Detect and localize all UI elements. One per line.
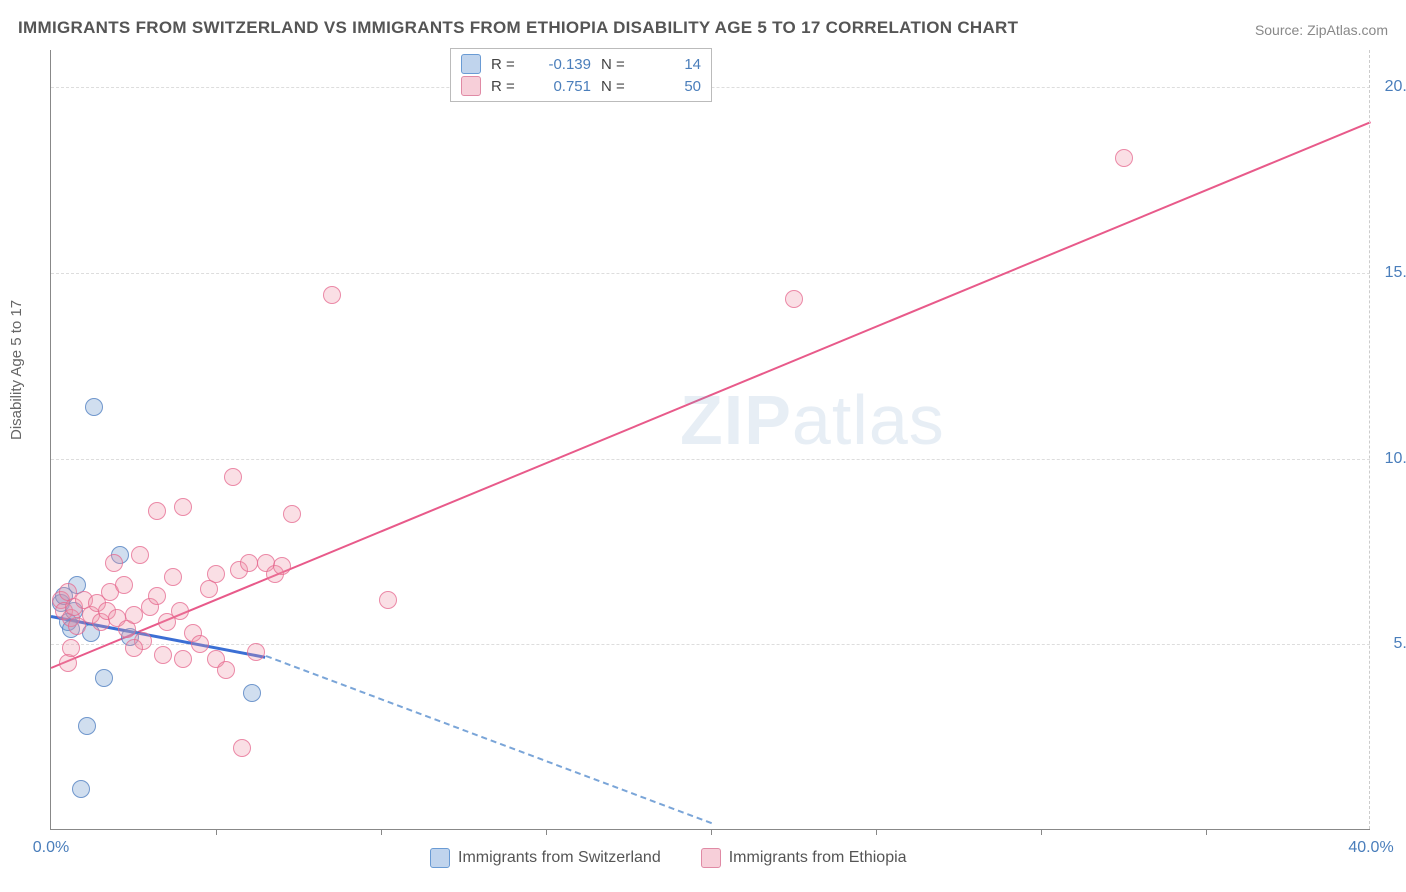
legend-swatch bbox=[430, 848, 450, 868]
data-point bbox=[115, 576, 133, 594]
x-tick-label: 0.0% bbox=[33, 839, 69, 857]
legend-swatch bbox=[701, 848, 721, 868]
data-point bbox=[379, 591, 397, 609]
legend-row: R = -0.139 N = 14 bbox=[461, 53, 701, 75]
x-tick-label: 40.0% bbox=[1348, 839, 1393, 857]
legend-n-label: N = bbox=[601, 56, 631, 73]
legend-label: Immigrants from Switzerland bbox=[458, 849, 661, 867]
legend-item: Immigrants from Switzerland bbox=[430, 848, 661, 868]
x-tick-mark bbox=[546, 829, 547, 835]
x-tick-mark bbox=[381, 829, 382, 835]
trend-line bbox=[265, 655, 711, 824]
x-tick-mark bbox=[216, 829, 217, 835]
legend-n-label: N = bbox=[601, 78, 631, 95]
data-point bbox=[240, 554, 258, 572]
legend-r-value: 0.751 bbox=[531, 78, 591, 95]
x-tick-mark bbox=[711, 829, 712, 835]
data-point bbox=[171, 602, 189, 620]
data-point bbox=[148, 502, 166, 520]
data-point bbox=[191, 635, 209, 653]
series-legend: Immigrants from Switzerland Immigrants fr… bbox=[430, 848, 907, 868]
legend-swatch bbox=[461, 76, 481, 96]
data-point bbox=[85, 398, 103, 416]
data-point bbox=[154, 646, 172, 664]
plot-area: 5.0%10.0%15.0%20.0%0.0%40.0% bbox=[50, 50, 1370, 830]
data-point bbox=[1115, 149, 1133, 167]
data-point bbox=[224, 468, 242, 486]
data-point bbox=[217, 661, 235, 679]
data-point bbox=[78, 717, 96, 735]
legend-row: R = 0.751 N = 50 bbox=[461, 75, 701, 97]
data-point bbox=[273, 557, 291, 575]
data-point bbox=[148, 587, 166, 605]
y-tick-label: 15.0% bbox=[1375, 264, 1406, 282]
y-tick-label: 20.0% bbox=[1375, 78, 1406, 96]
data-point bbox=[95, 669, 113, 687]
data-point bbox=[247, 643, 265, 661]
legend-r-label: R = bbox=[491, 56, 521, 73]
source-attribution: Source: ZipAtlas.com bbox=[1255, 22, 1388, 38]
legend-label: Immigrants from Ethiopia bbox=[729, 849, 907, 867]
legend-r-value: -0.139 bbox=[531, 56, 591, 73]
data-point bbox=[125, 606, 143, 624]
gridline bbox=[51, 459, 1370, 460]
data-point bbox=[131, 546, 149, 564]
data-point bbox=[283, 505, 301, 523]
legend-item: Immigrants from Ethiopia bbox=[701, 848, 907, 868]
data-point bbox=[105, 554, 123, 572]
data-point bbox=[207, 565, 225, 583]
gridline bbox=[51, 273, 1370, 274]
x-tick-mark bbox=[1041, 829, 1042, 835]
data-point bbox=[164, 568, 182, 586]
chart-container: IMMIGRANTS FROM SWITZERLAND VS IMMIGRANT… bbox=[0, 0, 1406, 892]
data-point bbox=[233, 739, 251, 757]
x-tick-mark bbox=[1206, 829, 1207, 835]
data-point bbox=[785, 290, 803, 308]
data-point bbox=[174, 498, 192, 516]
chart-title: IMMIGRANTS FROM SWITZERLAND VS IMMIGRANT… bbox=[18, 18, 1018, 38]
trend-line bbox=[51, 121, 1372, 669]
y-axis-label: Disability Age 5 to 17 bbox=[8, 300, 25, 440]
data-point bbox=[72, 780, 90, 798]
y-tick-label: 10.0% bbox=[1375, 450, 1406, 468]
legend-swatch bbox=[461, 54, 481, 74]
legend-r-label: R = bbox=[491, 78, 521, 95]
x-tick-mark bbox=[876, 829, 877, 835]
data-point bbox=[125, 639, 143, 657]
data-point bbox=[62, 639, 80, 657]
correlation-legend: R = -0.139 N = 14 R = 0.751 N = 50 bbox=[450, 48, 712, 102]
data-point bbox=[174, 650, 192, 668]
legend-n-value: 50 bbox=[641, 78, 701, 95]
data-point bbox=[243, 684, 261, 702]
legend-n-value: 14 bbox=[641, 56, 701, 73]
y-tick-label: 5.0% bbox=[1375, 635, 1406, 653]
data-point bbox=[323, 286, 341, 304]
